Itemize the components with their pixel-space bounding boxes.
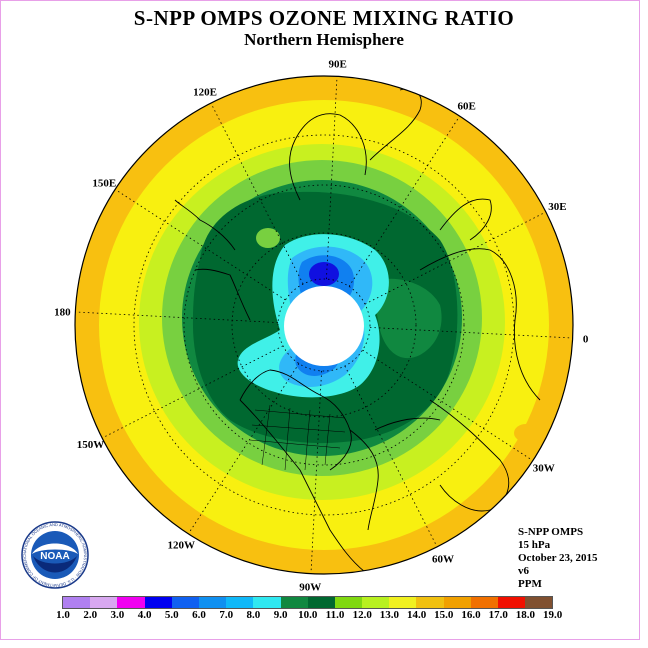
map-title: S-NPP OMPS OZONE MIXING RATIO — [133, 6, 515, 30]
noaa-logo: NOAA NATIONAL OCEANIC AND ATMOSPHERIC AD… — [19, 516, 90, 590]
colorbar-swatch — [198, 597, 227, 608]
colorbar-label: 2.0 — [83, 609, 98, 621]
colorbar-label: 14.0 — [406, 609, 427, 621]
colorbar-label: 3.0 — [110, 609, 125, 621]
latitude-circles — [133, 134, 515, 516]
colorbar-swatch — [498, 597, 526, 608]
colorbar-swatch — [334, 597, 363, 608]
colorbar-label: 19.0 — [542, 609, 563, 621]
pole-data-gap — [284, 286, 364, 366]
longitude-label: 60W — [432, 553, 454, 565]
state-borders — [249, 404, 346, 471]
coastlines — [174, 88, 541, 573]
noaa-logo-text: NOAA — [40, 551, 69, 562]
colorbar-swatch — [389, 597, 417, 608]
ozone-field — [75, 76, 573, 574]
colorbar-swatch — [416, 597, 444, 608]
colorbar-label: 18.0 — [515, 609, 536, 621]
map-boundary — [74, 75, 574, 575]
colorbar-label: 16.0 — [461, 609, 481, 621]
longitude-label: 180 — [54, 306, 71, 318]
colorbar-label: 11.0 — [325, 609, 345, 621]
colorbar-label: 12.0 — [352, 609, 372, 621]
colorbar-label: 8.0 — [246, 609, 261, 621]
info-instrument: S-NPP OMPS — [518, 526, 584, 538]
colorbar-swatch — [171, 597, 199, 608]
longitude-label: 120E — [193, 87, 217, 99]
longitude-label: 150W — [77, 439, 105, 451]
image-frame — [0, 0, 640, 640]
longitude-label: 90W — [299, 582, 321, 594]
longitude-label: 0 — [583, 334, 589, 346]
patch-orange-atlantic — [514, 424, 538, 442]
colorbar-swatch — [63, 597, 91, 608]
colorbar-swatch — [470, 597, 498, 608]
colorbar-swatch — [117, 597, 145, 608]
colorbar-swatch — [525, 597, 553, 608]
colorbar-label: 5.0 — [164, 609, 179, 621]
colorbar-swatch — [90, 597, 118, 608]
longitude-label: 120W — [168, 540, 196, 552]
colorbar-label: 10.0 — [298, 609, 318, 621]
longitude-labels: 90E 60E 30E 0 30W 60W 90W 120W 150W 180 150E 120E — [54, 58, 589, 593]
colorbar-label: 4.0 — [137, 609, 152, 621]
info-panel: S-NPP OMPS 15 hPa October 23, 2015 v6 PP… — [518, 526, 598, 591]
colorbar-swatch — [443, 597, 471, 608]
patch-light-green-pacific — [256, 228, 280, 248]
colorbar-label: 6.0 — [192, 609, 206, 621]
info-units: PPM — [518, 578, 542, 590]
info-pressure: 15 hPa — [518, 539, 551, 551]
colorbar-swatch — [253, 597, 281, 608]
colorbar-swatch — [307, 597, 335, 608]
info-version: v6 — [518, 565, 529, 577]
colorbar-swatch — [362, 597, 390, 608]
longitude-label: 30W — [533, 463, 555, 475]
longitude-label: 60E — [458, 100, 476, 112]
contour-green-inner — [375, 278, 442, 359]
longitude-label: 90E — [329, 58, 347, 70]
colorbar-swatch — [280, 597, 308, 608]
colorbar — [62, 596, 554, 609]
colorbar-label: 15.0 — [434, 609, 454, 621]
colorbar-swatch — [144, 597, 172, 608]
info-date: October 23, 2015 — [518, 552, 598, 564]
longitude-label: 30E — [548, 201, 566, 213]
colorbar-label: 13.0 — [379, 609, 400, 621]
colorbar-swatch — [226, 597, 254, 608]
colorbar-label: 9.0 — [273, 609, 288, 621]
colorbar-label: 7.0 — [219, 609, 234, 621]
contour-deep-blue — [309, 262, 339, 286]
colorbar-label: 1.0 — [56, 609, 70, 621]
map-subtitle: Northern Hemisphere — [244, 30, 404, 49]
longitude-label: 150E — [92, 177, 116, 189]
colorbar-label: 17.0 — [488, 609, 508, 621]
